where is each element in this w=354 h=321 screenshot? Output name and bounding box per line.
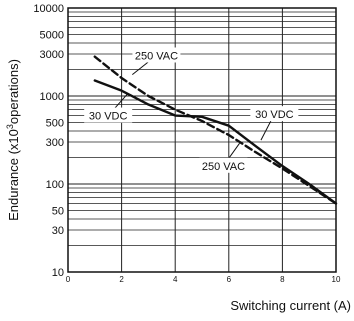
series-line-250vac bbox=[93, 55, 338, 205]
y-tick-label: 50 bbox=[52, 205, 64, 217]
annotation-background bbox=[84, 107, 133, 123]
y-tick-label: 300 bbox=[46, 137, 64, 149]
annotation-label: 30 VDC bbox=[89, 111, 128, 123]
plot-frame bbox=[67, 7, 337, 273]
annotation-label: 250 VAC bbox=[202, 161, 245, 173]
x-tick-label: 0 bbox=[66, 275, 71, 284]
y-tick-label: 3000 bbox=[40, 49, 64, 61]
series-layer bbox=[93, 55, 338, 205]
x-tick-label: 10 bbox=[332, 275, 341, 284]
x-tick-label: 8 bbox=[280, 275, 285, 284]
y-tick-label: 5000 bbox=[40, 29, 64, 41]
annotation-label: 30 VDC bbox=[255, 109, 294, 121]
annotation-background bbox=[250, 106, 299, 122]
y-axis-label: Endurance (x103operations) bbox=[5, 59, 21, 221]
y-tick-label: 100 bbox=[46, 179, 64, 191]
x-tick-label: 6 bbox=[227, 275, 232, 284]
y-tick-label: 1000 bbox=[40, 91, 64, 103]
tick-layer: 0 2 4 6 8 10 10 30 50 100 300 500 1000 3000 5000 10000 bbox=[33, 3, 341, 284]
annotation-background bbox=[132, 47, 181, 63]
annotation-label: 250 VAC bbox=[135, 50, 178, 62]
y-axis-label-tail: operations) bbox=[6, 59, 21, 124]
series-line-30vdc bbox=[93, 79, 338, 205]
annotation-background bbox=[199, 157, 248, 173]
x-tick-label: 2 bbox=[119, 275, 124, 284]
y-tick-label: 10000 bbox=[33, 3, 64, 15]
y-axis-label-sup: 3 bbox=[5, 124, 15, 129]
grid-layer bbox=[67, 8, 337, 272]
y-axis-label-main: Endurance (x10 bbox=[6, 129, 21, 221]
x-tick-label: 4 bbox=[173, 275, 178, 284]
y-tick-label: 500 bbox=[46, 117, 64, 129]
x-axis-label: Switching current (A) bbox=[230, 298, 351, 313]
annotation-layer: 250 VAC 30 VDC 30 VDC 250 VAC bbox=[84, 47, 299, 173]
y-tick-label: 30 bbox=[52, 225, 64, 237]
y-tick-label: 10 bbox=[52, 267, 64, 279]
